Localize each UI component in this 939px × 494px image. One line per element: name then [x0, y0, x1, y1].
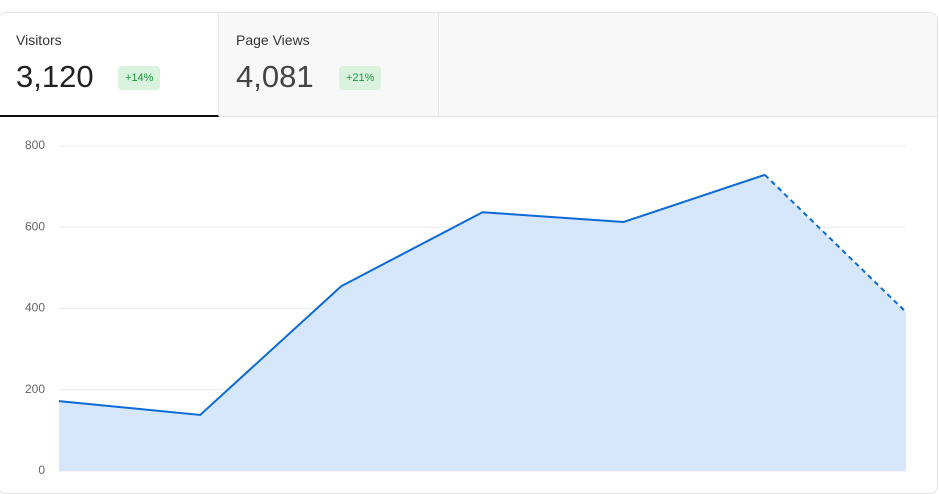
tab-value: 4,081	[236, 59, 314, 94]
y-tick-label: 800	[25, 138, 45, 152]
change-badge: +21%	[339, 66, 382, 90]
page: Visitors 3,120 +14% Page Views 4,081 +21…	[0, 12, 938, 494]
y-tick-label: 200	[25, 382, 45, 396]
tab-label: Visitors	[16, 32, 62, 48]
y-tick-label: 400	[25, 301, 45, 315]
chart: 0 200 400 600 800	[25, 138, 907, 477]
line	[58, 173, 766, 416]
change-badge: +14%	[118, 66, 161, 90]
area	[59, 174, 906, 471]
y-tick-label: 0	[38, 463, 45, 477]
card: Visitors 3,120 +14% Page Views 4,081 +21…	[0, 12, 938, 494]
y-tick-label: 600	[25, 219, 45, 233]
tab-value: 3,120	[16, 59, 94, 94]
tab-bar: Visitors 3,120 +14% Page Views 4,081 +21…	[0, 13, 937, 117]
line-incomplete	[764, 174, 907, 313]
tab-label: Page Views	[236, 32, 310, 48]
tab[interactable]: Page Views 4,081 +21%	[219, 13, 439, 116]
tab[interactable]: Visitors 3,120 +14%	[0, 13, 219, 117]
